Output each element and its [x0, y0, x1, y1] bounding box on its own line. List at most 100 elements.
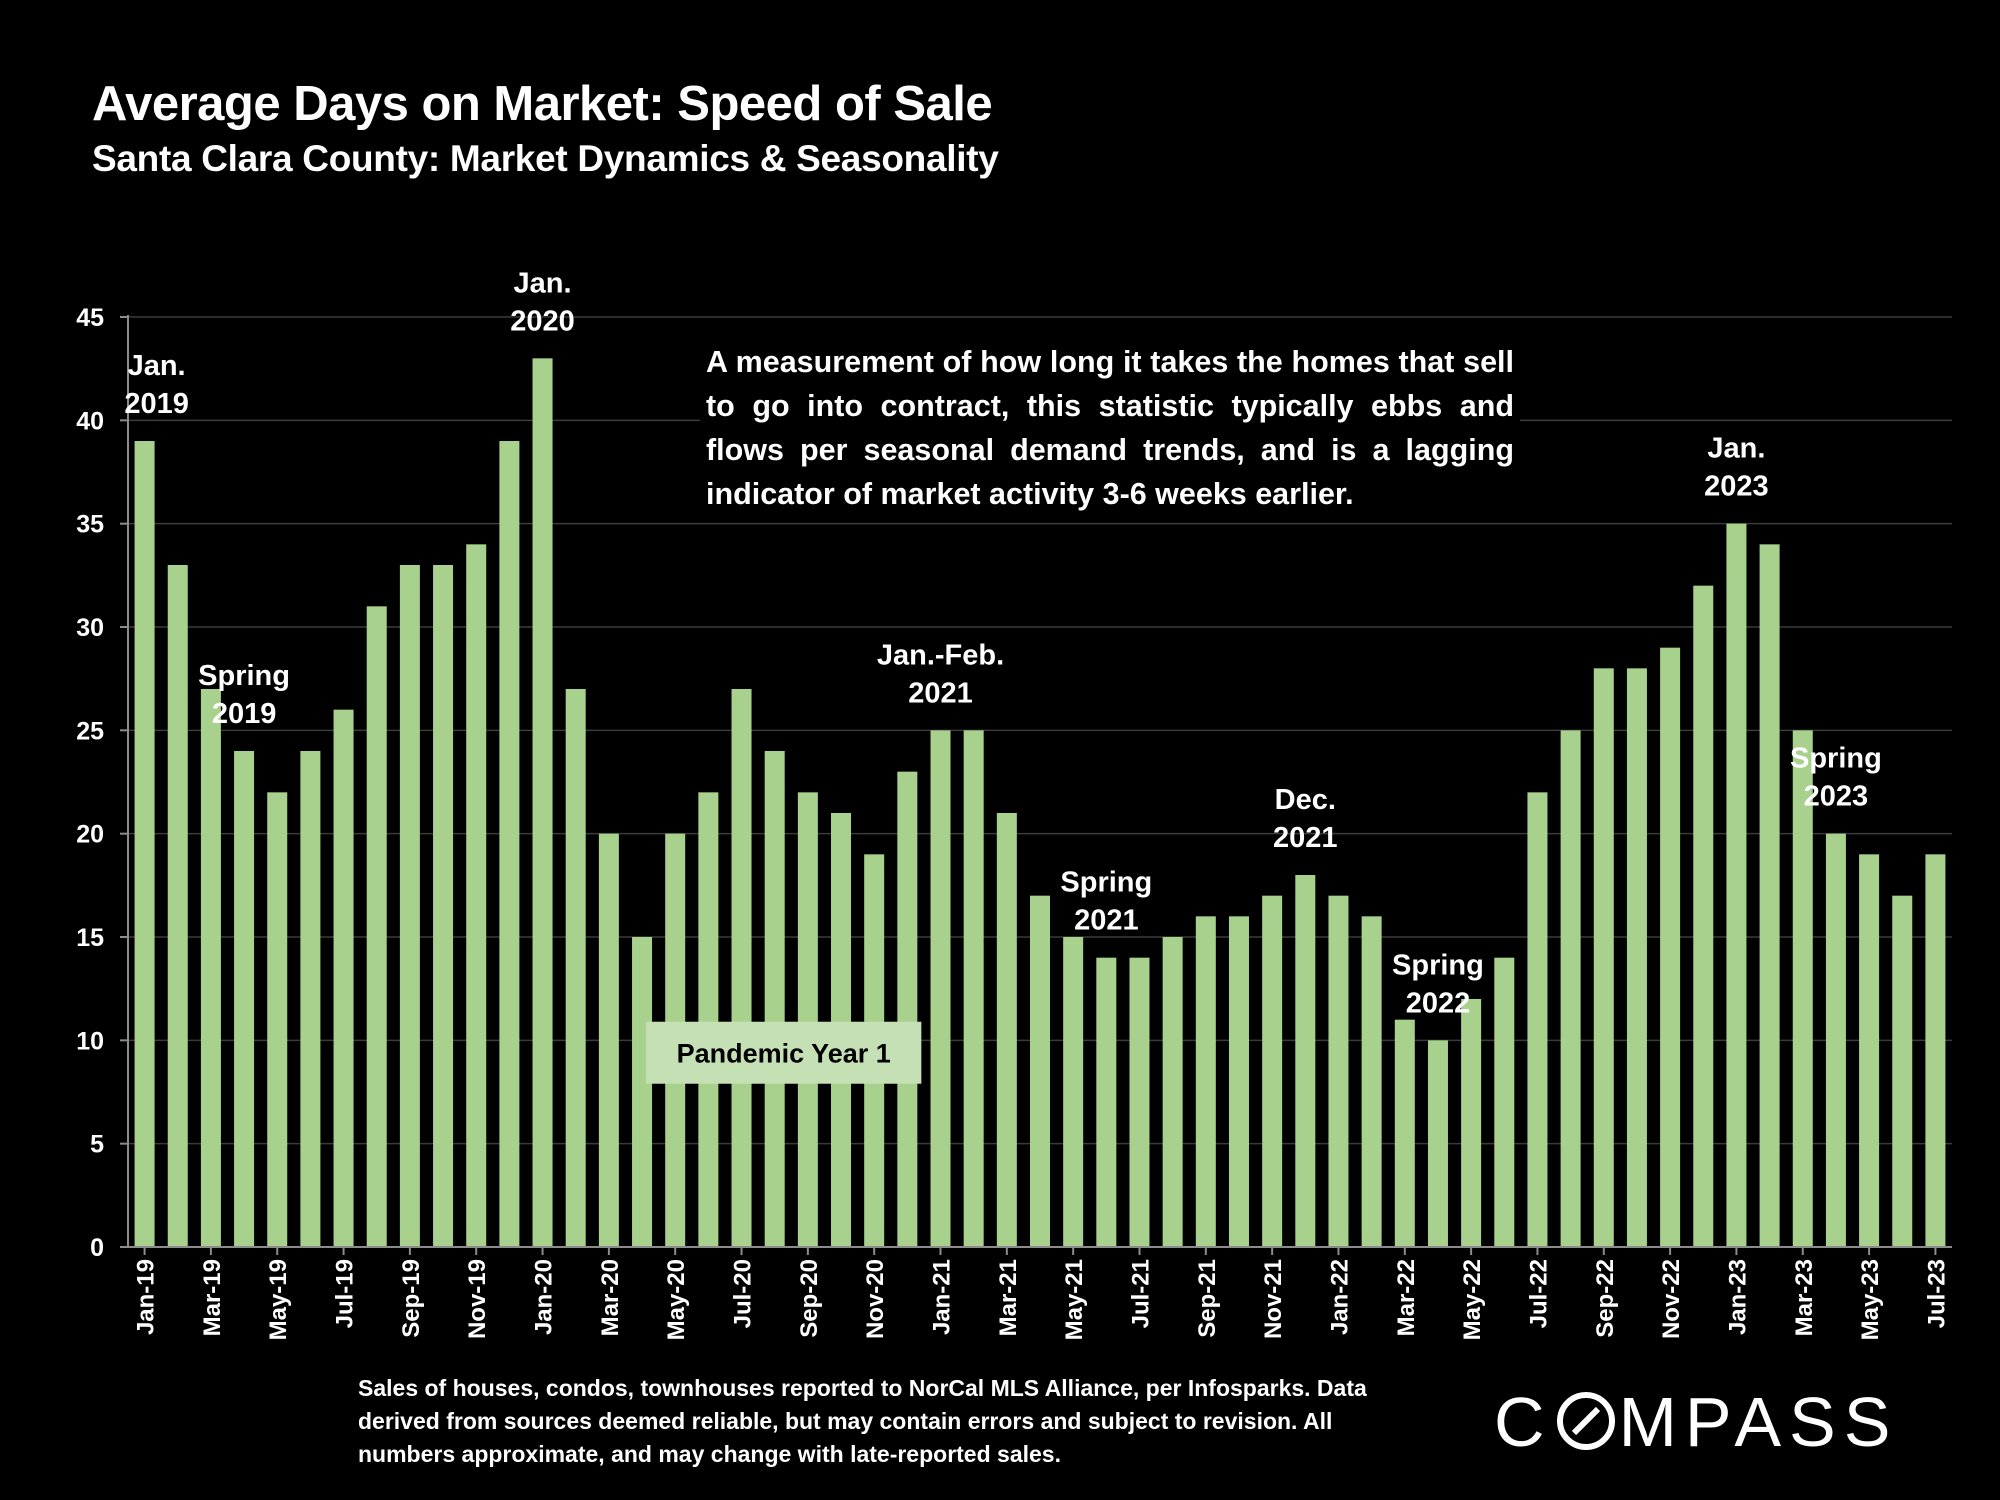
pandemic-callout-label: Pandemic Year 1: [677, 1039, 891, 1069]
y-tick-label: 40: [76, 407, 104, 435]
bar-Apr-21: [1030, 895, 1050, 1247]
annotation-label: Spring: [1392, 949, 1484, 981]
bar-Jul-23: [1925, 854, 1946, 1247]
x-tick-label: May-22: [1459, 1259, 1486, 1340]
bar-Mar-20: [598, 833, 619, 1247]
bar-Mar-23: [1792, 730, 1813, 1247]
bar-Jun-23: [1892, 895, 1913, 1247]
x-tick-label: Mar-19: [199, 1259, 226, 1336]
chart-subtitle: Santa Clara County: Market Dynamics & Se…: [92, 138, 999, 179]
x-tick-label: Nov-20: [862, 1259, 889, 1339]
logo-letters-end: MPASS: [1618, 1383, 1899, 1461]
annotation-label: 2020: [510, 305, 575, 337]
bar-Feb-20: [565, 689, 586, 1247]
bar-Aug-19: [366, 606, 387, 1247]
chart-title: Average Days on Market: Speed of Sale: [92, 77, 993, 131]
bar-Dec-22: [1693, 585, 1714, 1247]
x-tick-label: Jul-23: [1923, 1259, 1950, 1328]
annotations: Jan. 2019 Spring 2019 Jan. 2020 Jan.-Feb. 2021 S…: [124, 267, 1882, 1084]
y-tick-label: 20: [76, 821, 104, 849]
annotation-label: 2023: [1804, 781, 1869, 813]
bar-Dec-19: [499, 441, 520, 1247]
x-tick-label: Mar-22: [1393, 1259, 1420, 1336]
x-tick-label: Nov-21: [1260, 1259, 1287, 1339]
x-tick-label: Jul-21: [1127, 1259, 1154, 1328]
annotation-label: 2022: [1406, 987, 1471, 1019]
x-tick-label: Jan-23: [1724, 1259, 1751, 1335]
y-tick-label: 45: [76, 304, 104, 332]
chart-description: A measurement of how long it takes the h…: [700, 340, 1520, 516]
bar-Apr-23: [1825, 833, 1846, 1247]
bar-Jul-21: [1129, 957, 1150, 1247]
bar-Apr-20: [632, 937, 653, 1247]
bar-Jul-20: [731, 689, 752, 1247]
bar-Nov-19: [466, 544, 487, 1247]
bar-Jun-19: [300, 751, 321, 1247]
bar-Apr-22: [1427, 1040, 1448, 1247]
x-tick-label: Nov-19: [464, 1259, 491, 1339]
annotation-label: Spring: [1060, 867, 1152, 899]
bar-Oct-19: [433, 565, 454, 1247]
bar-Jan-21: [930, 730, 951, 1247]
y-tick-label: 0: [90, 1234, 104, 1262]
bar-Oct-22: [1626, 668, 1647, 1247]
bar-Feb-23: [1759, 544, 1780, 1247]
bar-Feb-21: [963, 730, 984, 1247]
annotation-label: Jan.: [514, 267, 572, 299]
bar-Jun-20: [698, 792, 719, 1247]
y-tick-label: 15: [76, 924, 104, 952]
annotation-label: 2019: [212, 698, 277, 730]
x-tick-label: Jan-21: [929, 1259, 956, 1335]
x-tick-label: Nov-22: [1658, 1259, 1685, 1339]
x-tick-label: Jan-20: [531, 1259, 558, 1335]
annotation-label: 2019: [124, 388, 189, 420]
x-tick-label: Mar-23: [1791, 1259, 1818, 1336]
annotation-label: 2021: [1074, 905, 1139, 937]
x-tick-label: Mar-20: [597, 1259, 624, 1336]
bar-May-21: [1063, 937, 1084, 1247]
bar-Jan-20: [532, 358, 553, 1247]
y-tick-label: 35: [76, 511, 104, 539]
bar-Dec-21: [1295, 875, 1316, 1247]
bar-Mar-19: [200, 689, 221, 1247]
logo-o-ring-icon: [1556, 1392, 1615, 1450]
annotation-label: 2021: [908, 677, 973, 709]
bar-May-22: [1461, 999, 1482, 1247]
bar-Jun-21: [1096, 957, 1117, 1247]
bar-Jun-22: [1494, 957, 1515, 1247]
annotation-label: Jan.-Feb.: [877, 639, 1004, 671]
bar-Aug-20: [764, 751, 785, 1247]
bar-Oct-21: [1228, 916, 1249, 1247]
bar-Mar-21: [996, 813, 1017, 1247]
bar-Jan-19: [134, 441, 155, 1247]
bar-Aug-22: [1560, 730, 1581, 1247]
bar-Dec-20: [897, 771, 918, 1247]
bar-May-23: [1859, 854, 1880, 1247]
annotation-label: Jan.: [1707, 433, 1765, 465]
pandemic-callout-box: [646, 1021, 922, 1084]
bar-Nov-22: [1660, 647, 1681, 1247]
bar-Nov-21: [1262, 895, 1283, 1247]
bar-Sep-21: [1195, 916, 1216, 1247]
bar-series: [134, 358, 1946, 1247]
bar-Aug-21: [1162, 937, 1183, 1247]
y-tick-label: 10: [76, 1027, 104, 1055]
bar-Sep-20: [797, 792, 818, 1247]
bar-Feb-19: [167, 565, 188, 1247]
y-tick-label: 5: [90, 1131, 104, 1159]
x-tick-label: Jul-20: [730, 1259, 757, 1328]
x-tick-label: May-19: [265, 1259, 292, 1340]
bar-Jan-23: [1726, 523, 1747, 1247]
x-tick-label: Jul-19: [332, 1259, 359, 1328]
annotation-label: Spring: [198, 660, 290, 692]
bar-Jan-22: [1328, 895, 1349, 1247]
bar-Mar-22: [1394, 1019, 1415, 1247]
x-tick-label: Sep-19: [398, 1259, 425, 1338]
annotation-label: Dec.: [1275, 784, 1336, 816]
x-tick-label: Sep-22: [1592, 1259, 1619, 1338]
bar-Feb-22: [1361, 916, 1382, 1247]
annotation-label: Jan.: [128, 350, 186, 382]
logo-letters-start: C: [1494, 1383, 1553, 1461]
